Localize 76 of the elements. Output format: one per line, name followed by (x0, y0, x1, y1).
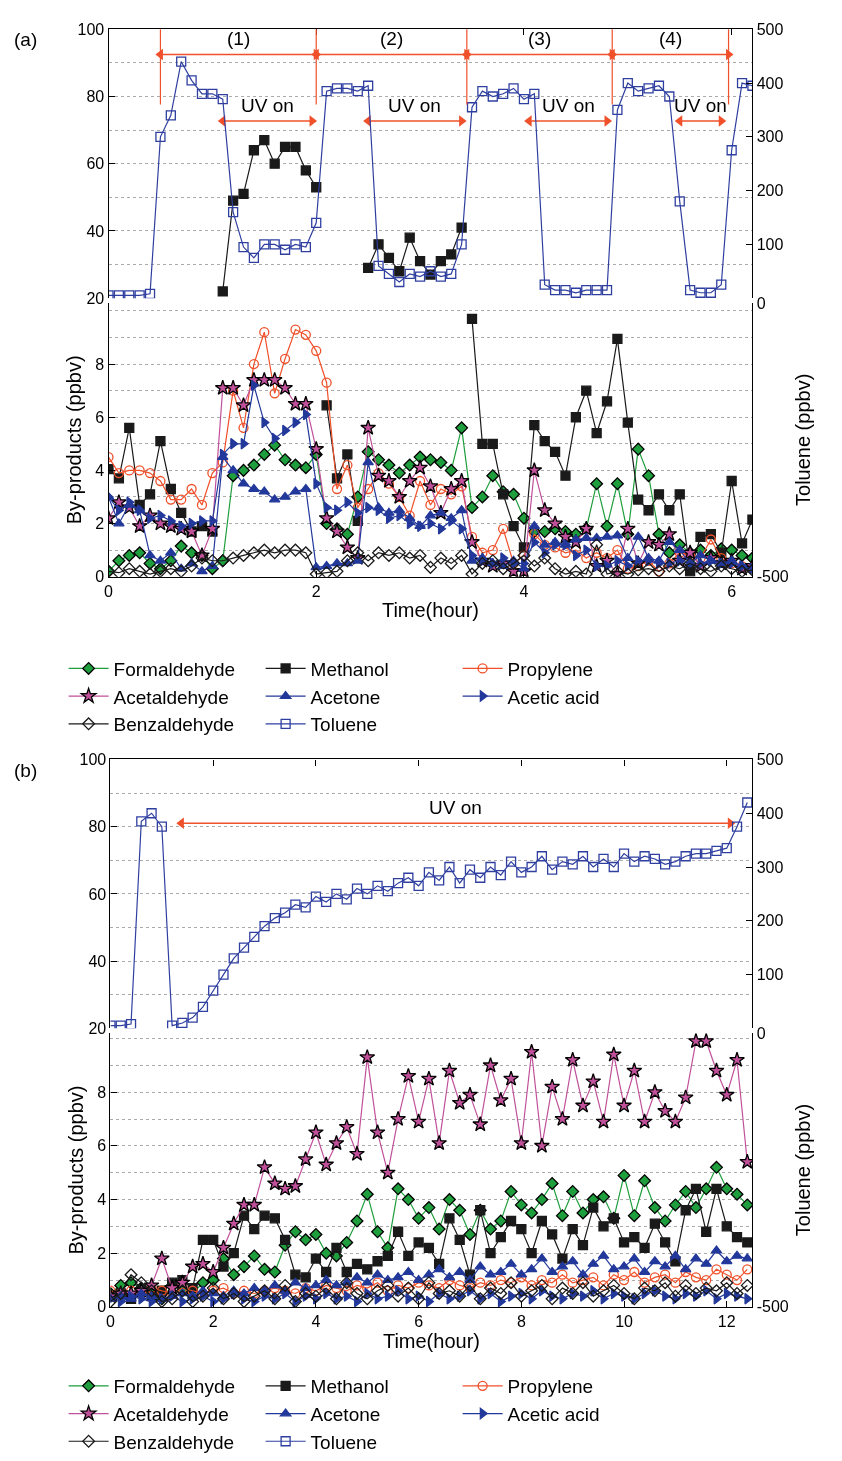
y2-tick-label: 100 (756, 235, 784, 253)
chart-title: (a) (14, 29, 38, 50)
y2-tick-label: 200 (756, 912, 784, 930)
legend-label: Toluene (310, 1431, 378, 1453)
y-tick-label: 8 (95, 355, 105, 373)
y-tick-label: 0 (95, 568, 105, 586)
annotation: (3) (528, 28, 552, 49)
legend-label: Benzaldehyde (113, 714, 235, 736)
annotation: UV on (674, 95, 727, 116)
y-tick-label: 60 (86, 155, 105, 173)
y-tick-label: 0 (97, 1298, 107, 1316)
legend-label: Formaldehyde (113, 658, 236, 680)
y2-axis-title: Toluene (ppbv) (792, 373, 815, 506)
legend-label: Methanol (310, 1376, 389, 1398)
legend-label: Acetaldehyde (113, 1403, 229, 1425)
annotation: (2) (380, 28, 404, 49)
y2-tick-label: 400 (756, 804, 784, 822)
legend-label: Benzaldehyde (113, 1431, 235, 1453)
y2-tick-label: 0 (756, 294, 766, 312)
y2-tick-label: 400 (756, 74, 784, 92)
legend-label: Acetic acid (507, 1403, 600, 1425)
annotation: UV on (542, 95, 595, 116)
y2-tick-label: 500 (756, 751, 784, 769)
legend-label: Propylene (507, 1376, 594, 1398)
y-tick-label: 4 (95, 461, 105, 479)
y-tick-label: 2 (95, 515, 105, 533)
x-tick-label: 12 (717, 1313, 736, 1331)
y2-tick-label: -500 (756, 568, 789, 586)
y-axis-title: By-products (ppbv) (64, 1085, 87, 1255)
legend-label: Acetone (310, 1403, 381, 1425)
y-tick-label: 40 (86, 222, 105, 240)
y2-tick-label: 500 (756, 20, 784, 38)
y2-tick-label: 300 (756, 128, 784, 146)
legend-label: Methanol (310, 658, 389, 680)
y-tick-label: 8 (97, 1083, 107, 1101)
y-tick-label: 80 (88, 818, 107, 836)
x-axis-title: Time(hour) (381, 599, 479, 622)
y2-axis-title: Toluene (ppbv) (792, 1103, 815, 1237)
legend-label: Propylene (507, 658, 594, 680)
annotation: UV on (241, 95, 294, 116)
legend-label: Toluene (310, 714, 378, 736)
annotation: (4) (659, 28, 683, 49)
y-tick-label: 100 (77, 20, 105, 38)
y2-tick-label: 100 (756, 966, 784, 984)
chart-title: (b) (14, 760, 38, 781)
annotation: UV on (388, 95, 441, 116)
x-tick-label: 10 (615, 1313, 634, 1331)
y-tick-label: 2 (97, 1244, 107, 1262)
y2-tick-label: 0 (756, 1024, 766, 1042)
y-tick-label: 4 (97, 1191, 107, 1209)
y-tick-label: 6 (97, 1137, 107, 1155)
legend-label: Acetic acid (507, 686, 600, 708)
x-tick-label: 2 (311, 582, 321, 600)
legend-label: Acetaldehyde (113, 686, 229, 708)
y-tick-label: 20 (88, 1019, 107, 1037)
x-tick-label: 8 (516, 1313, 526, 1331)
x-tick-label: 4 (311, 1313, 321, 1331)
y-tick-label: 20 (86, 289, 105, 307)
x-tick-label: 6 (414, 1313, 424, 1331)
x-axis-title: Time(hour) (382, 1330, 480, 1353)
y2-tick-label: 300 (756, 858, 784, 876)
y-tick-label: 100 (79, 751, 107, 769)
legend-label: Acetone (310, 686, 381, 708)
y2-tick-label: -500 (756, 1298, 789, 1316)
y-tick-label: 40 (88, 952, 107, 970)
y2-tick-label: 200 (756, 182, 784, 200)
y-tick-label: 6 (95, 408, 105, 426)
x-tick-label: 6 (727, 582, 737, 600)
x-tick-label: 2 (208, 1313, 218, 1331)
y-tick-label: 80 (86, 88, 105, 106)
annotation: UV on (429, 797, 482, 818)
y-tick-label: 60 (88, 885, 107, 903)
x-tick-label: 4 (519, 582, 529, 600)
y-axis-title: By-products (ppbv) (62, 355, 85, 525)
legend-label: Formaldehyde (113, 1376, 236, 1398)
annotation: (1) (227, 28, 251, 49)
